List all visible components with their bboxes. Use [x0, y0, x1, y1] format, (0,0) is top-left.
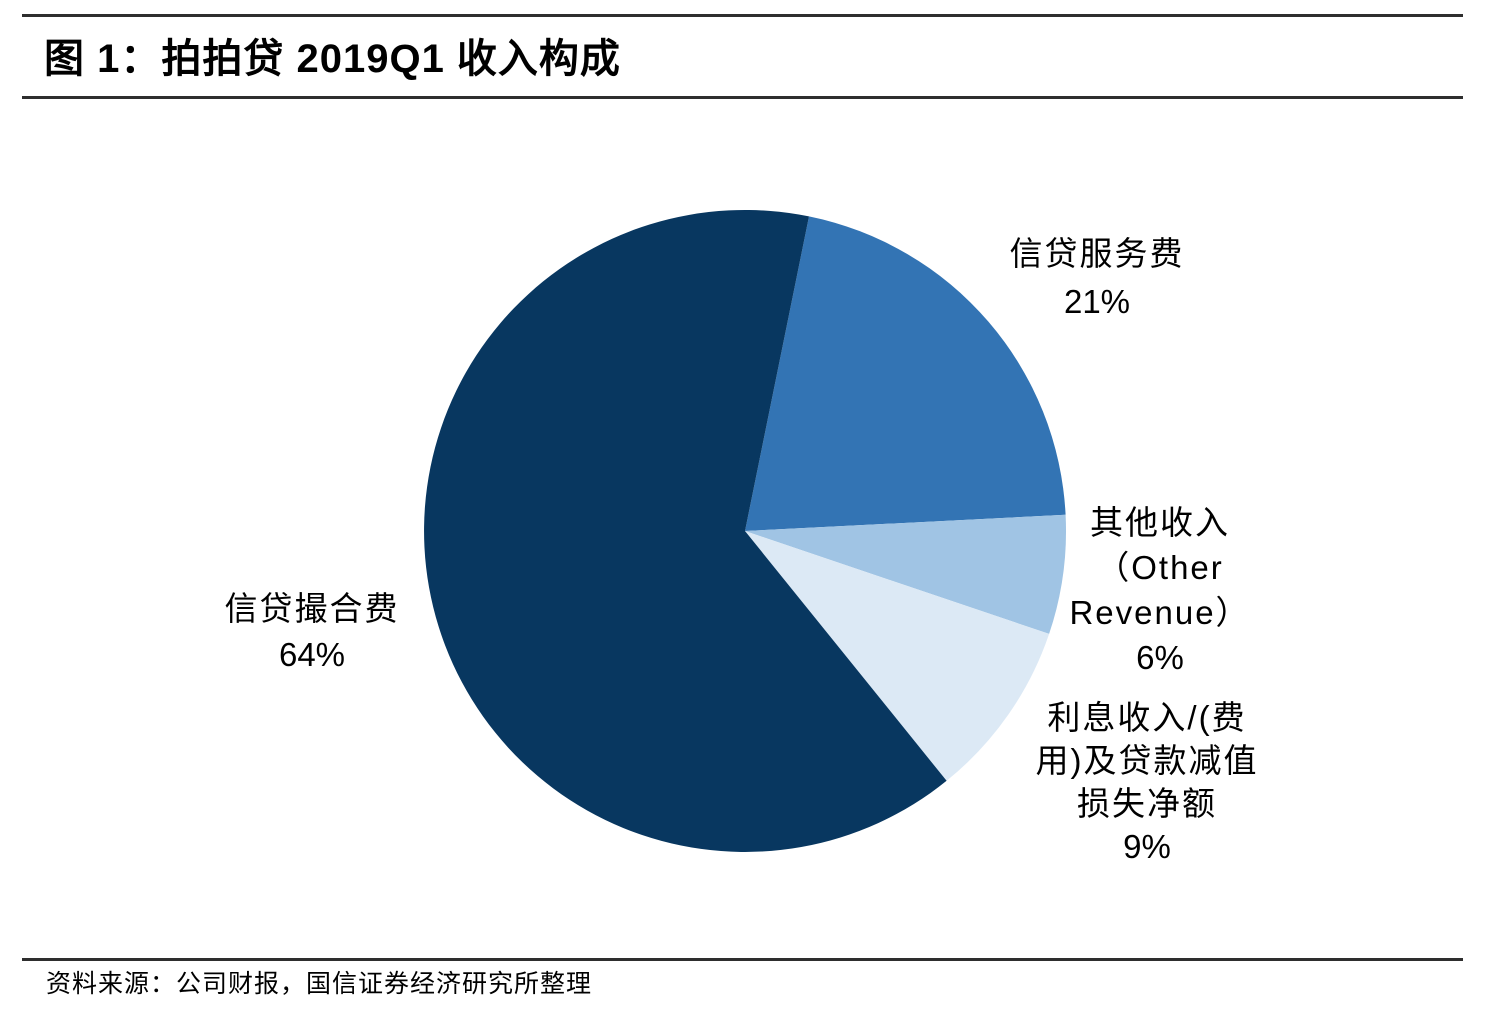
slice-label-text: （Other [1096, 549, 1224, 586]
pie-slice-loan-facilitation-fee [424, 209, 947, 852]
top-rule [22, 14, 1463, 17]
slice-label-text: 用)及贷款减值 [1035, 742, 1259, 779]
slice-label-percent: 64% [278, 636, 346, 673]
pie-slice-interest-income-net-of-loan-provision [745, 531, 1050, 781]
slice-label-interest-net: 利息收入/(费 用)及贷款减值 损失净额 9% [1036, 696, 1259, 868]
figure-title: 图 1：拍拍贷 2019Q1 收入构成 [44, 37, 621, 81]
slice-label-percent: 21% [1063, 283, 1131, 320]
bottom-rule [22, 958, 1463, 961]
slice-label-text: 信贷服务费 [1009, 235, 1185, 272]
pie-slice-other-revenue [745, 514, 1067, 634]
slice-label-text: 利息收入/(费 [1047, 699, 1247, 736]
slice-label-text: 信贷撮合费 [224, 590, 400, 627]
slice-label-loan-facilitation-fee: 信贷撮合费 64% [225, 586, 400, 678]
slice-label-other-revenue: 其他收入 （Other Revenue） 6% [1069, 500, 1250, 680]
slice-label-text: 损失净额 [1077, 785, 1217, 822]
slice-label-percent: 9% [1123, 828, 1171, 865]
slice-label-percent: 6% [1136, 639, 1184, 676]
source-note: 资料来源：公司财报，国信证券经济研究所整理 [46, 970, 593, 998]
slice-label-text: Revenue） [1069, 594, 1251, 631]
pie-slice-credit-service-fee [745, 216, 1066, 531]
slice-label-text: 其他收入 [1089, 504, 1230, 541]
title-divider-rule [22, 96, 1463, 99]
slice-label-credit-service-fee: 信贷服务费 21% [1010, 230, 1185, 326]
